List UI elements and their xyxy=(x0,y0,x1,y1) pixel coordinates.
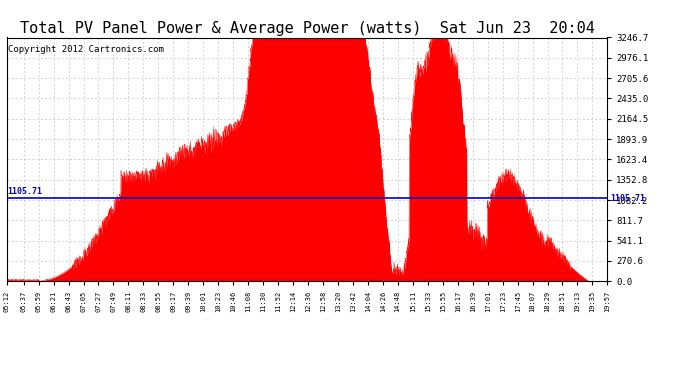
Title: Total PV Panel Power & Average Power (watts)  Sat Jun 23  20:04: Total PV Panel Power & Average Power (wa… xyxy=(19,21,595,36)
Text: 1105.71: 1105.71 xyxy=(610,194,645,203)
Text: 1105.71: 1105.71 xyxy=(8,187,43,196)
Text: Copyright 2012 Cartronics.com: Copyright 2012 Cartronics.com xyxy=(8,45,164,54)
